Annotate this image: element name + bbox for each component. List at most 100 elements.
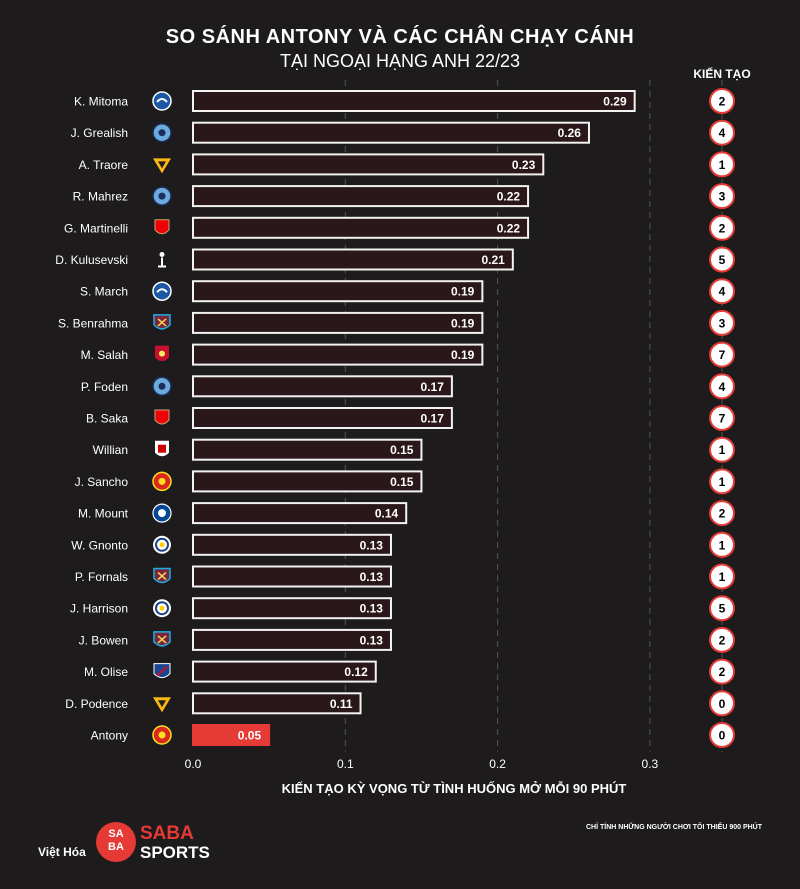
viet-hoa-text: Việt Hóa <box>38 845 86 859</box>
bar <box>192 248 514 271</box>
assists-badge <box>709 151 735 178</box>
club-shape <box>155 537 169 552</box>
wolves-logo <box>153 158 171 174</box>
club-shape <box>152 281 172 301</box>
brighton-logo <box>152 281 172 301</box>
club-shape <box>156 98 168 103</box>
bar-value-label: 0.17 <box>421 412 445 426</box>
club-shape <box>152 91 172 111</box>
man-utd-logo <box>152 725 172 745</box>
bar-value-label: 0.19 <box>451 348 475 362</box>
leeds-logo <box>153 535 171 554</box>
bar-value-label: 0.13 <box>360 538 384 552</box>
club-shape <box>157 635 167 644</box>
bar <box>192 311 484 334</box>
club-shape <box>159 605 165 611</box>
club-shape <box>156 288 168 293</box>
bar <box>192 153 545 176</box>
bar-value-label: 0.26 <box>558 126 582 140</box>
bar <box>192 502 408 525</box>
man-city-logo <box>152 122 172 143</box>
chelsea-logo <box>152 503 172 523</box>
assists-value: 1 <box>719 475 726 489</box>
assists-value: 4 <box>719 380 726 394</box>
bar-value-label: 0.21 <box>481 253 505 267</box>
assists-value: 2 <box>719 95 726 109</box>
assists-value: 2 <box>719 221 726 235</box>
player-name: D. Podence <box>65 697 128 711</box>
club-shape <box>157 318 167 327</box>
player-name: A. Traore <box>79 158 129 172</box>
bar-value-label: 0.15 <box>390 475 414 489</box>
x-tick-label: 0.3 <box>642 757 659 771</box>
bar <box>192 724 271 746</box>
bar <box>192 692 362 715</box>
assists-value: 0 <box>719 729 726 743</box>
club-shape <box>158 129 166 137</box>
liverpool-logo <box>155 345 169 362</box>
x-tick-label: 0.0 <box>185 757 202 771</box>
bar <box>192 597 392 620</box>
player-name: M. Salah <box>81 348 128 362</box>
assists-badge <box>709 722 735 748</box>
brighton-logo <box>152 91 172 111</box>
assists-value: 1 <box>719 443 726 457</box>
player-name: J. Sancho <box>75 475 129 489</box>
man-utd-logo <box>152 471 172 492</box>
club-shape <box>158 700 166 708</box>
bar-value-label: 0.29 <box>603 95 627 109</box>
assists-badge <box>709 341 735 368</box>
assists-value: 3 <box>719 316 726 330</box>
club-shape <box>161 257 163 267</box>
player-name: J. Grealish <box>71 126 128 140</box>
assists-badge <box>709 658 735 685</box>
player-name: R. Mahrez <box>73 190 128 204</box>
man-city-logo <box>152 376 172 397</box>
assists-badge <box>709 436 735 463</box>
assists-value: 5 <box>719 602 726 616</box>
player-name: J. Harrison <box>70 602 128 616</box>
assists-value: 2 <box>719 665 726 679</box>
saba-logo-circle <box>96 822 136 862</box>
assists-badge <box>709 563 735 590</box>
club-shape <box>159 252 165 257</box>
arsenal-logo <box>154 219 170 235</box>
player-name: M. Mount <box>78 507 129 521</box>
bar-value-label: 0.22 <box>497 190 521 204</box>
bar-value-label: 0.13 <box>360 633 384 647</box>
player-name: P. Foden <box>81 380 128 394</box>
assists-badge <box>709 468 735 495</box>
arsenal-logo <box>154 409 170 425</box>
player-name: G. Martinelli <box>64 221 128 235</box>
bar <box>192 470 423 493</box>
bar <box>192 565 392 588</box>
player-name: B. Saka <box>86 412 128 426</box>
assists-badge <box>709 405 735 431</box>
player-name: S. March <box>80 285 128 299</box>
fulham-logo <box>155 440 169 457</box>
club-shape <box>158 731 166 739</box>
footnote: CHỈ TÍNH NHỮNG NGƯỜI CHƠI TỐI THIỂU 900 … <box>585 824 762 831</box>
west-ham-logo <box>153 314 171 330</box>
player-name: K. Mitoma <box>74 95 128 109</box>
bar-value-label: 0.13 <box>360 570 384 584</box>
bar <box>192 216 530 239</box>
bar <box>192 628 392 651</box>
assists-value: 1 <box>719 570 726 584</box>
club-shape <box>157 571 167 581</box>
club-shape <box>156 665 168 677</box>
assists-value: 7 <box>719 412 726 426</box>
bar <box>192 185 530 208</box>
assists-badge <box>709 500 735 527</box>
club-shape <box>158 509 166 518</box>
club-shape <box>159 542 165 548</box>
chart-subtitle: TẠI NGOẠI HẠNG ANH 22/23 <box>279 51 521 71</box>
club-shape <box>158 265 166 268</box>
tottenham-logo <box>158 252 166 268</box>
bar-value-label: 0.15 <box>390 443 414 457</box>
club-shape <box>154 409 170 425</box>
player-name: J. Bowen <box>79 633 128 647</box>
chart-title: SO SÁNH ANTONY VÀ CÁC CHÂN CHẠY CÁNH <box>165 26 635 48</box>
player-name: P. Fornals <box>75 570 128 584</box>
assists-badge <box>709 88 735 114</box>
